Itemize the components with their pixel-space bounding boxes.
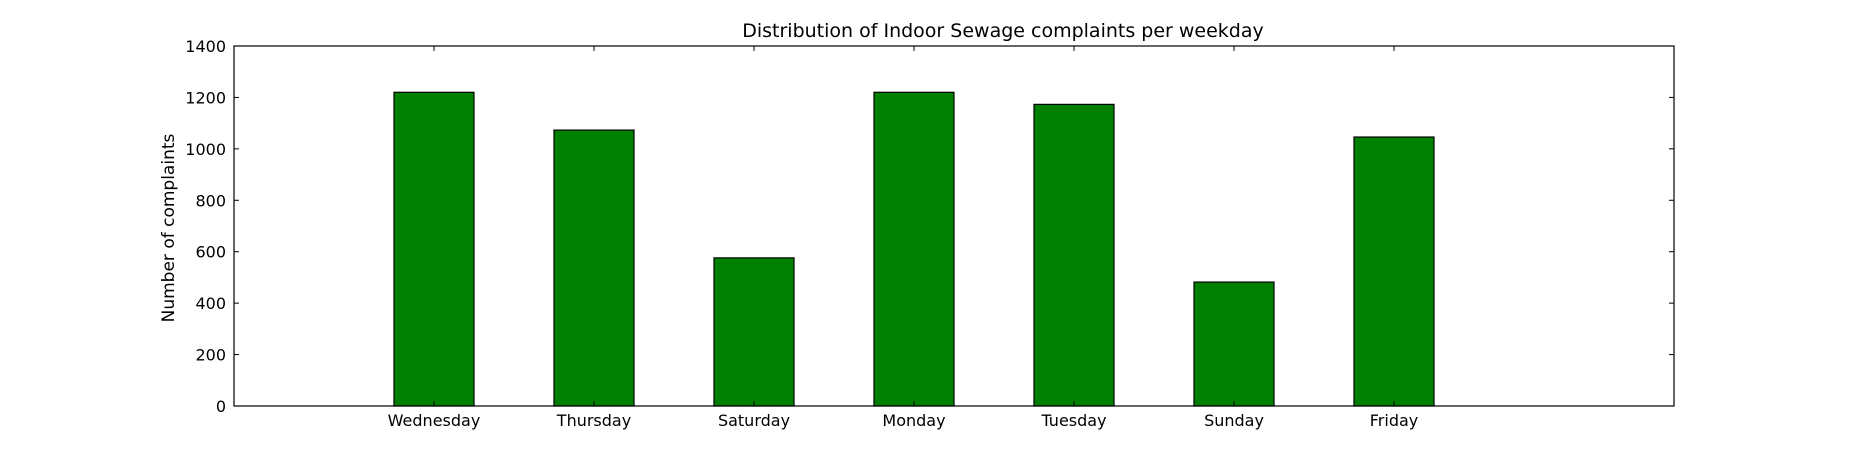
x-tick-label: Tuesday [1040,411,1106,430]
y-tick-label: 1200 [185,88,226,107]
x-tick-label: Wednesday [388,411,481,430]
y-tick-label: 0 [216,397,226,416]
y-tick-label: 600 [195,243,226,262]
chart-title: Distribution of Indoor Sewage complaints… [742,20,1264,42]
bar-friday [1353,136,1435,407]
bar-saturday [713,257,795,407]
x-tick-label: Friday [1370,411,1419,430]
x-tick-label: Monday [882,411,945,430]
x-tick-label: Saturday [718,411,790,430]
y-tick-label: 400 [195,294,226,313]
x-tick-label: Thursday [556,411,631,430]
ticks-layer: Wednesday Thursday Saturday Monday Tuesday Su… [185,37,1674,430]
y-tick-label: 1000 [185,140,226,159]
bar-wednesday [393,91,475,407]
y-axis-label: Number of complaints [159,133,179,322]
plot-frame [233,45,1675,407]
bars-layer [393,91,1435,407]
bar-monday [873,91,955,407]
bar-thursday [553,129,635,407]
y-tick-label: 1400 [185,37,226,56]
y-tick-label: 800 [195,191,226,210]
bar-sunday [1193,281,1275,407]
bar-tuesday [1033,103,1115,407]
y-tick-label: 200 [195,346,226,365]
x-tick-label: Sunday [1204,411,1264,430]
